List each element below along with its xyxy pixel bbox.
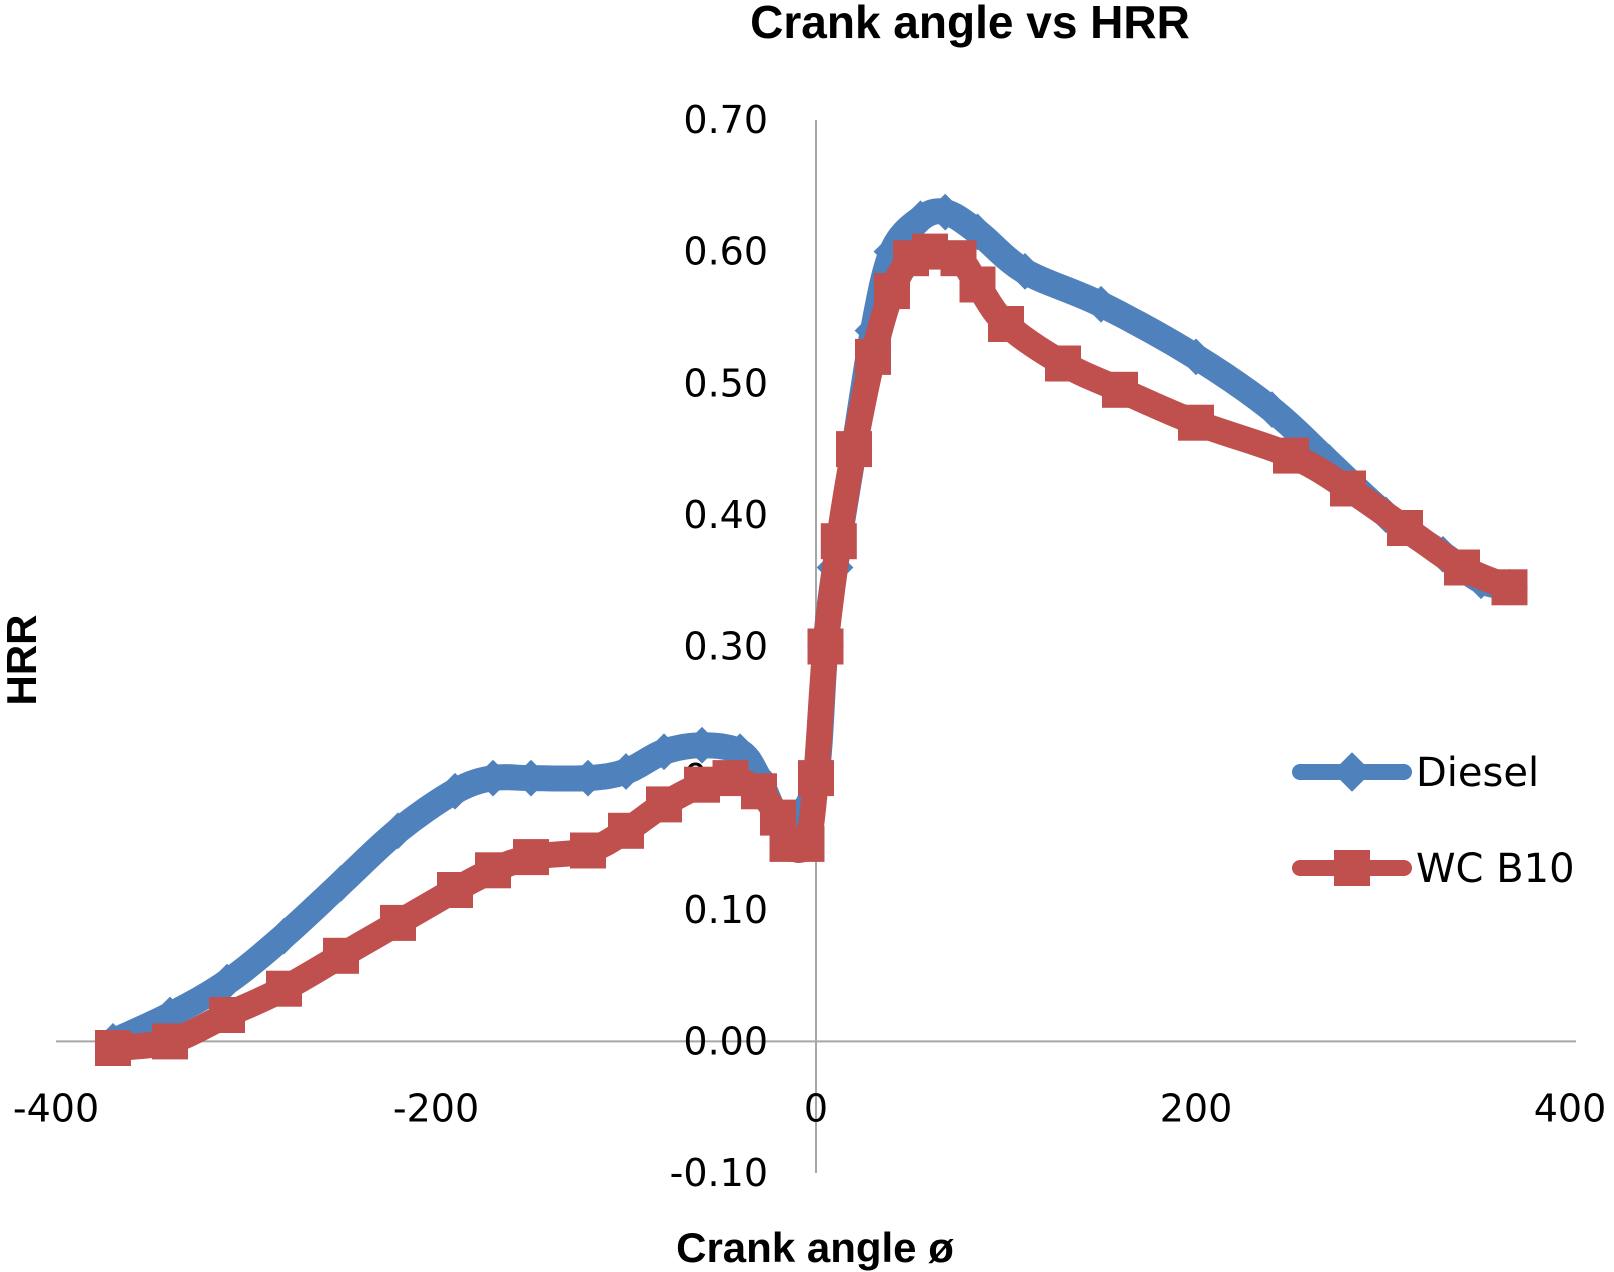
- data-point-square: [1273, 437, 1309, 474]
- data-point-diamond: [208, 963, 246, 1001]
- data-point-square: [95, 1030, 131, 1066]
- y-axis-label: HRR: [0, 615, 45, 706]
- legend-label-wc-b10: WC B10: [1416, 846, 1575, 892]
- y-tick-label: 0.70: [683, 98, 768, 142]
- data-point-diamond: [1006, 253, 1044, 290]
- data-point-square: [475, 852, 511, 889]
- data-point-diamond: [265, 917, 303, 955]
- data-point-square: [380, 904, 416, 941]
- series-diesel: [94, 193, 1528, 1060]
- data-point-square: [513, 839, 549, 876]
- x-tick-label: 0: [804, 1086, 828, 1130]
- x-tick-label: 400: [1534, 1086, 1607, 1130]
- data-point-square: [437, 872, 473, 908]
- data-point-diamond: [474, 759, 512, 797]
- data-point-square: [1444, 549, 1480, 586]
- data-point-square: [1330, 470, 1366, 507]
- data-point-diamond: [512, 759, 550, 797]
- legend-item-wc-b10: WC B10: [1292, 846, 1575, 892]
- data-point-square: [152, 1023, 188, 1060]
- data-point-square: [798, 760, 834, 797]
- legend-square-marker: [1334, 850, 1370, 886]
- data-point-diamond: [926, 193, 964, 231]
- data-point-square: [323, 937, 359, 974]
- legend-label-diesel: Diesel: [1416, 750, 1539, 796]
- series-layer: [94, 193, 1528, 1066]
- data-point-square: [1045, 345, 1081, 382]
- data-point-square: [855, 338, 891, 375]
- y-tick-label: 0.10: [683, 888, 768, 932]
- data-point-square: [1102, 371, 1138, 408]
- legend-item-diesel: Diesel: [1292, 750, 1539, 796]
- data-point-diamond: [322, 865, 360, 902]
- x-tick-label: -400: [13, 1086, 99, 1130]
- data-point-square: [820, 523, 857, 560]
- y-tick-label: 0.30: [683, 625, 768, 669]
- chart-title: Crank angle vs HRR: [750, 0, 1190, 48]
- legend-diamond-marker: [1332, 752, 1372, 792]
- x-tick-label: 200: [1160, 1086, 1233, 1130]
- data-point-diamond: [1177, 338, 1215, 376]
- series-wc-b10: [95, 233, 1528, 1066]
- y-tick-labels: -0.100.000.100.200.300.400.500.600.70: [670, 98, 768, 1195]
- data-point-square: [608, 812, 644, 849]
- data-point-diamond: [379, 812, 417, 850]
- data-point-square: [1178, 404, 1214, 441]
- data-point-square: [266, 970, 302, 1007]
- data-point-square: [209, 997, 245, 1033]
- data-point-square: [1387, 510, 1423, 546]
- data-point-square: [788, 825, 825, 862]
- x-axis-label: Crank angle ø: [676, 1224, 954, 1271]
- x-tick-label: -200: [393, 1086, 479, 1130]
- data-point-square: [570, 832, 606, 869]
- y-tick-label: 0.40: [683, 493, 768, 537]
- data-point-square: [874, 273, 910, 310]
- y-tick-label: 0.60: [683, 230, 768, 274]
- data-point-diamond: [1253, 391, 1291, 428]
- data-point-diamond: [683, 726, 721, 764]
- series-line-diesel: [100, 198, 1523, 1055]
- data-point-square: [807, 628, 844, 665]
- legend: Diesel WC B10: [1292, 750, 1575, 892]
- data-point-square: [836, 431, 872, 468]
- data-point-diamond: [607, 753, 645, 790]
- y-tick-label: 0.50: [683, 361, 768, 405]
- data-point-diamond: [645, 733, 683, 771]
- x-tick-labels: -400 -200 0 200 400: [13, 1086, 1606, 1130]
- y-tick-label: 0.00: [683, 1019, 768, 1063]
- data-point-diamond: [436, 772, 474, 810]
- data-point-diamond: [1082, 285, 1120, 323]
- data-point-diamond: [569, 759, 607, 797]
- data-point-square: [959, 266, 996, 303]
- data-point-square: [988, 306, 1024, 342]
- data-point-square: [1491, 569, 1528, 606]
- data-point-square: [646, 786, 682, 823]
- y-tick-label: -0.10: [670, 1151, 768, 1195]
